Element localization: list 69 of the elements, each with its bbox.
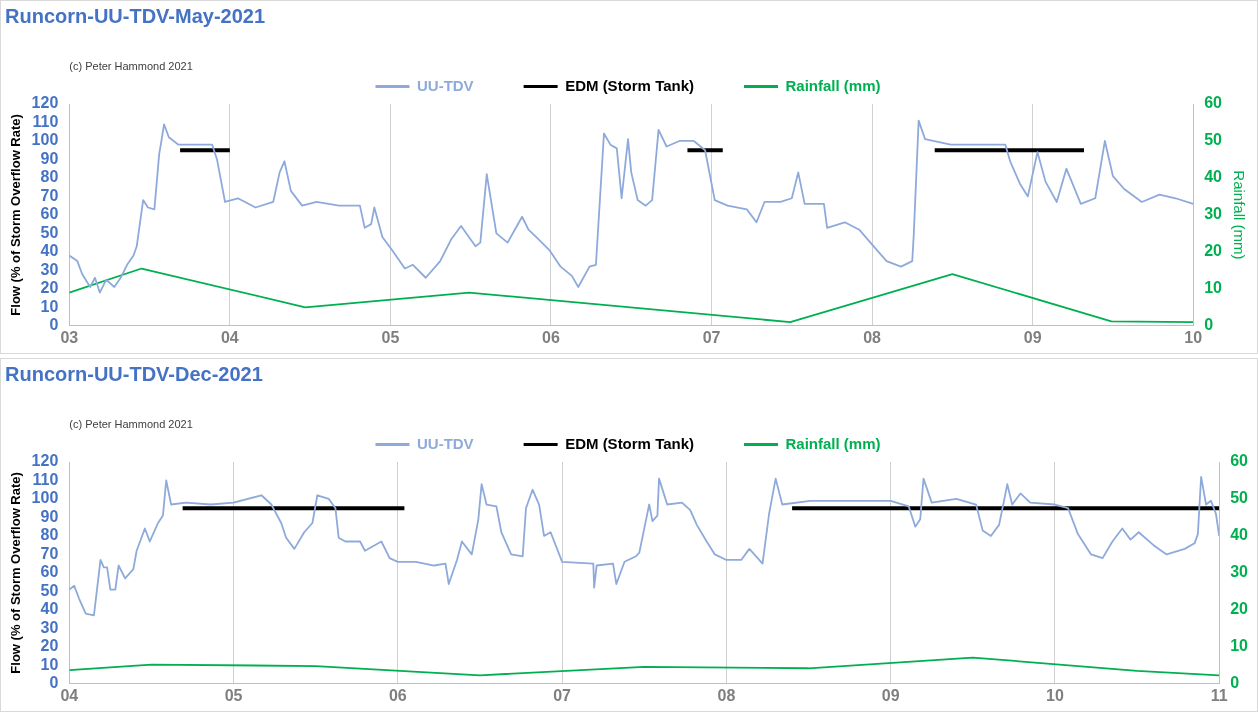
y2-tick-label: 10 <box>1230 637 1249 655</box>
y-tick-label: 100 <box>31 489 59 507</box>
y-tick-label: 10 <box>40 297 59 315</box>
y2-tick-label: 0 <box>1204 316 1214 334</box>
y-tick-label: 80 <box>40 526 59 544</box>
y-tick-label: 20 <box>40 637 59 655</box>
y2-tick-label: 50 <box>1204 131 1223 149</box>
y-tick-label: 60 <box>40 205 59 223</box>
y-tick-label: 80 <box>40 168 59 186</box>
y-tick-label: 50 <box>40 223 59 241</box>
y-tick-label: 30 <box>40 260 59 278</box>
y-tick-label: 70 <box>40 186 59 204</box>
y2-axis-title: Rainfall (mm) <box>1230 170 1248 260</box>
y-tick-label: 40 <box>40 242 59 260</box>
y-tick-label: 60 <box>40 563 59 581</box>
y2-tick-label: 20 <box>1230 600 1249 618</box>
x-tick-label: 05 <box>381 328 400 346</box>
legend-label: Rainfall (mm) <box>785 434 881 452</box>
x-tick-label: 06 <box>542 328 560 346</box>
x-tick-label: 05 <box>224 686 243 704</box>
x-tick-label: 10 <box>1046 686 1064 704</box>
y-tick-label: 90 <box>40 149 59 167</box>
y2-tick-label: 30 <box>1204 205 1223 223</box>
y-tick-label: 50 <box>40 581 59 599</box>
y-tick-label: 30 <box>40 618 59 636</box>
text: (c) Peter Hammond 2021 <box>69 417 193 430</box>
y-tick-label: 70 <box>40 544 59 562</box>
y-tick-label: 0 <box>49 316 59 334</box>
chart-title: Runcorn-UU-TDV-Dec-2021 <box>5 362 263 385</box>
chart-title: Runcorn-UU-TDV-May-2021 <box>5 4 266 27</box>
y2-tick-label: 50 <box>1230 489 1249 507</box>
y-tick-label: 120 <box>31 94 59 112</box>
y-axis-title: Flow (% of Storm Overflow Rate) <box>8 114 24 316</box>
y2-tick-label: 10 <box>1204 279 1223 297</box>
y-tick-label: 110 <box>32 470 59 488</box>
y-tick-label: 120 <box>31 452 59 470</box>
legend-label: Rainfall (mm) <box>785 76 881 94</box>
x-tick-label: 06 <box>388 686 407 704</box>
legend-label: EDM (Storm Tank) <box>565 76 695 94</box>
text: (c) Peter Hammond 2021 <box>69 59 193 72</box>
legend-label: UU-TDV <box>416 76 474 94</box>
x-tick-label: 07 <box>553 686 572 704</box>
y-tick-label: 90 <box>40 507 59 525</box>
y-tick-label: 10 <box>40 655 59 673</box>
legend-label: EDM (Storm Tank) <box>565 434 695 452</box>
y2-tick-label: 20 <box>1204 242 1223 260</box>
x-tick-label: 04 <box>220 328 239 346</box>
x-tick-label: 07 <box>702 328 721 346</box>
y-tick-label: 110 <box>32 112 59 130</box>
x-tick-label: 11 <box>1210 686 1228 704</box>
y2-tick-label: 0 <box>1230 674 1240 692</box>
y2-tick-label: 30 <box>1230 563 1249 581</box>
y2-tick-label: 40 <box>1204 168 1223 186</box>
x-tick-label: 03 <box>60 328 79 346</box>
x-tick-label: 04 <box>60 686 79 704</box>
y-tick-label: 40 <box>40 600 59 618</box>
y-tick-label: 100 <box>31 131 59 149</box>
x-tick-label: 09 <box>1023 328 1042 346</box>
y2-tick-label: 40 <box>1230 526 1249 544</box>
y-tick-label: 20 <box>40 279 59 297</box>
x-tick-label: 08 <box>863 328 882 346</box>
x-tick-label: 09 <box>881 686 900 704</box>
x-tick-label: 10 <box>1184 328 1203 346</box>
legend-label: UU-TDV <box>416 434 474 452</box>
y2-tick-label: 60 <box>1230 452 1249 470</box>
y-axis-title: Flow (% of Storm Overflow Rate) <box>8 472 24 674</box>
x-tick-label: 08 <box>717 686 736 704</box>
y2-tick-label: 60 <box>1204 94 1223 112</box>
y-tick-label: 0 <box>49 674 59 692</box>
